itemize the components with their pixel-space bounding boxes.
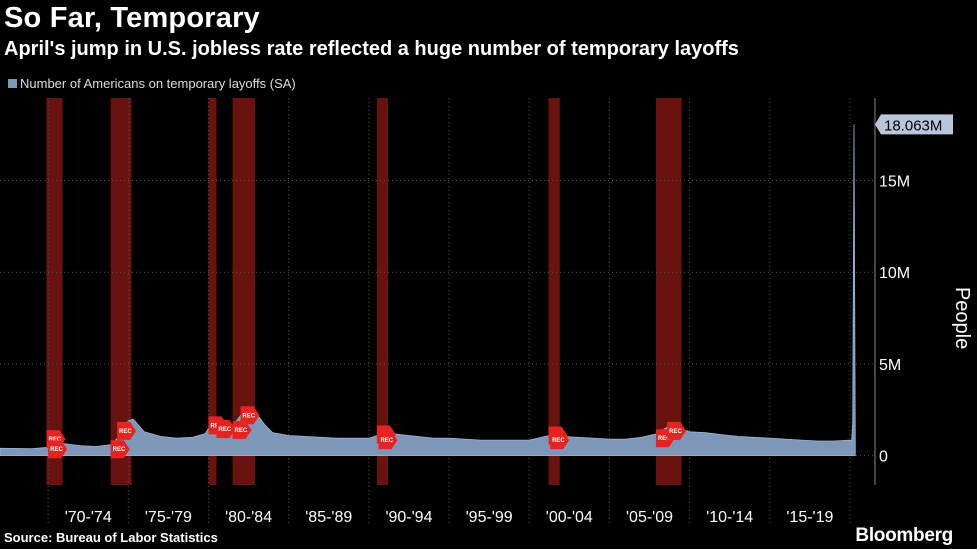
rec-marker-3 (117, 421, 137, 440)
y-axis-title: People (951, 287, 973, 349)
rec-marker-label-12: REC (658, 436, 671, 442)
recession-band-5 (548, 98, 560, 485)
legend-label: Number of Americans on temporary layoffs… (20, 76, 296, 91)
y-tick-label-3: 15M (879, 174, 910, 191)
last-value-label: 18.063M (884, 117, 942, 134)
recession-band-4 (376, 98, 389, 485)
rec-marker-9 (378, 431, 398, 450)
rec-marker-1 (48, 440, 68, 459)
rec-marker-label-0: REC (49, 437, 62, 443)
rec-marker-2 (110, 440, 130, 459)
chart-title: So Far, Temporary (4, 2, 260, 34)
legend: Number of Americans on temporary layoffs… (8, 76, 296, 91)
rec-marker-label-2: REC (113, 447, 126, 453)
x-tick-label-3: '85-'89 (305, 509, 352, 526)
legend-swatch (8, 79, 17, 88)
x-tick-label-8: '10-'14 (706, 509, 753, 526)
x-tick-label-0: '70-'74 (65, 509, 112, 526)
rec-marker-label-9: REC (380, 438, 393, 444)
rec-marker-13 (667, 421, 687, 440)
x-tick-label-6: '00-'04 (546, 509, 593, 526)
rec-marker-label-13: REC (669, 429, 682, 435)
rec-marker-label-5: REC (219, 427, 232, 433)
x-tick-label-4: '90-'94 (385, 509, 432, 526)
recession-band-1 (110, 98, 132, 485)
rec-marker-label-6: REC (235, 428, 248, 434)
rec-marker-5 (216, 420, 236, 439)
rec-marker-label-11: REC (552, 438, 565, 444)
recession-band-3 (232, 98, 255, 485)
bloomberg-logo: Bloomberg (855, 525, 953, 546)
x-tick-label-2: '80-'84 (225, 509, 272, 526)
rec-marker-6 (232, 420, 252, 439)
chart-subtitle: April's jump in U.S. jobless rate reflec… (4, 38, 739, 60)
y-tick-label-1: 5M (879, 357, 901, 374)
x-tick-label-7: '05-'09 (626, 509, 673, 526)
rec-marker-label-7: REC (243, 413, 256, 419)
rec-marker-11 (550, 431, 570, 450)
y-tick-label-0: 0 (879, 449, 888, 466)
series-area (0, 124, 856, 457)
recession-band-0 (46, 98, 63, 485)
x-tick-label-9: '15-'19 (786, 509, 833, 526)
rec-marker-label-3: REC (119, 429, 132, 435)
y-tick-label-2: 10M (879, 265, 910, 282)
rec-marker-label-1: REC (50, 447, 63, 453)
recession-band-2 (208, 98, 217, 485)
x-tick-label-5: '95-'99 (466, 509, 513, 526)
x-tick-label-1: '75-'79 (145, 509, 192, 526)
recession-band-6 (655, 98, 682, 485)
rec-marker-7 (240, 406, 260, 425)
source-note: Source: Bureau of Labor Statistics (4, 530, 218, 545)
last-value-callout (875, 114, 953, 135)
